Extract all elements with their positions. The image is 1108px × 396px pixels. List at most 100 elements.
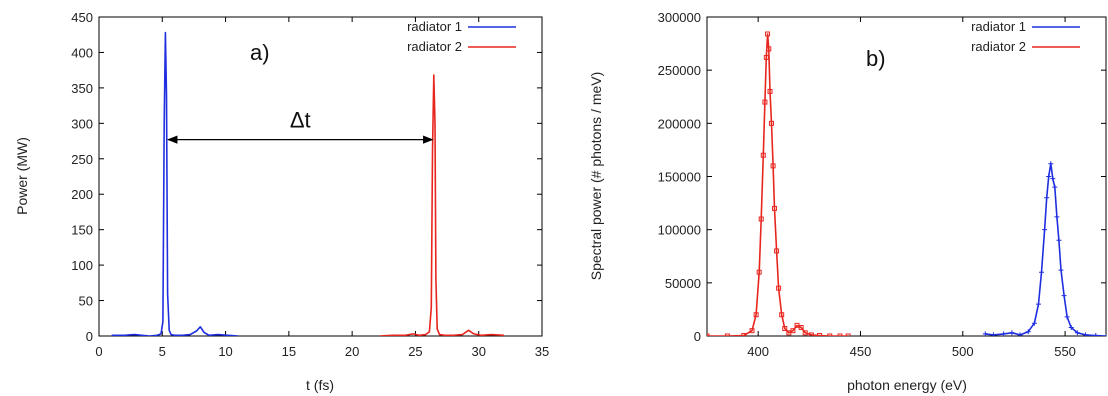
panel-a-legend-label-2: radiator 2: [407, 39, 462, 54]
panel-b-series-2-point: [782, 326, 788, 332]
panel-b-series-1-point: [1009, 330, 1015, 336]
panel-a-plot-frame: [98, 16, 543, 337]
panel-a-xtick-label: 30: [471, 344, 485, 359]
panel-b-series-1-point: [1056, 237, 1062, 243]
panel-b-xtick-label: 550: [1054, 344, 1076, 359]
panel-b-ytick-label: 300000: [658, 10, 701, 25]
panel-b-series-1-point: [1025, 329, 1031, 335]
panel-a-ytick-label: 100: [71, 258, 93, 273]
panel-b-series-1-point: [1001, 331, 1007, 336]
panel-b-series-2-point: [817, 332, 823, 336]
panel-a-ylabel: Power (MW): [14, 137, 30, 215]
panel-b-series-2-point: [774, 248, 780, 254]
panel-b-series-2-point: [808, 332, 814, 336]
panel-b-series-2-point: [802, 330, 808, 336]
panel-b-xtick-label: 450: [850, 344, 872, 359]
panel-b-series-1-point: [1044, 195, 1050, 201]
panel-a-series: [111, 31, 505, 336]
panel-b-series-2-point: [741, 332, 747, 336]
panel-b-series-2-point: [827, 333, 833, 336]
panel-b-series-1-point: [1058, 267, 1064, 273]
panel-b-series-1-point: [1042, 227, 1048, 233]
panel-a-xtick-label: 35: [535, 344, 549, 359]
panel-b-series-2-point: [768, 120, 774, 126]
panel-b-series-1-point: [1064, 314, 1070, 320]
panel-b-series-1-line: [985, 162, 1106, 336]
panel-b-series-2-point: [758, 216, 764, 222]
panel-a-ytick-label: 300: [71, 116, 93, 131]
panel-b-series-1-point: [1035, 301, 1041, 307]
panel-a-ytick-label: 250: [71, 152, 93, 167]
panel-a-xtick-label: 5: [159, 344, 166, 359]
panel-a-ytick-label: 0: [86, 329, 93, 344]
panel-b-series-1-point: [1017, 332, 1023, 336]
panel-a-ytick-label: 450: [71, 10, 93, 25]
panel-b-xlabel: photon energy (eV): [847, 377, 967, 393]
panel-b-series-1-point: [1103, 333, 1106, 336]
panel-b-ytick-label: 100000: [658, 223, 701, 238]
panel-b-ytick-label: 250000: [658, 63, 701, 78]
panel-a-xtick-label: 20: [345, 344, 359, 359]
panel-a-series-1-line: [111, 31, 239, 336]
panel-a-xtick-label: 25: [408, 344, 422, 359]
panel-a-series-2-line: [379, 74, 505, 336]
panel-b-label: b): [866, 46, 886, 71]
panel-b-series-2-point: [779, 312, 785, 318]
panel-a-legend: radiator 1 radiator 2: [407, 19, 516, 54]
panel-b-series-1-point: [1074, 330, 1080, 336]
panel-b-ticks: 400 450 500 550 0 50000 100000 150000 200000 2500…: [658, 10, 1106, 359]
panel-b-series-2-point: [837, 333, 843, 336]
panel-a-xlabel: t (fs): [306, 377, 334, 393]
panel-b-series-1-point: [1068, 324, 1074, 330]
panel-b-series-2-point: [753, 312, 759, 318]
panel-b-series-2-point: [724, 333, 730, 336]
panel-b-series-1-point: [1093, 332, 1099, 336]
panel-b-legend-label-2: radiator 2: [971, 39, 1026, 54]
panel-b-series-1-point: [1052, 184, 1058, 190]
panel-a-ytick-label: 50: [79, 294, 93, 309]
panel-b-series-1-point: [982, 331, 988, 336]
panel-b-xtick-label: 500: [952, 344, 974, 359]
panel-b-series-2-point: [776, 285, 782, 291]
panel-a-ticks: 0 5 10 15 20 25 30 3505010015020025030035040045…: [71, 10, 549, 359]
panel-a-xtick-label: 0: [95, 344, 102, 359]
panel-a: 0 5 10 15 20 25 30 3505010015020025030035040045…: [14, 10, 549, 393]
panel-b-series-2-line: [707, 33, 849, 336]
panel-b-ytick-label: 200000: [658, 116, 701, 131]
panel-b-series-1-point: [1054, 214, 1060, 220]
panel-b-series-2-point: [749, 328, 755, 334]
panel-b-series-1-point: [1048, 161, 1054, 167]
panel-b-series-2-point: [767, 88, 773, 94]
panel-a-ytick-label: 150: [71, 223, 93, 238]
panel-b-series-2-point: [770, 163, 776, 169]
panel-b-series-2-point: [790, 328, 796, 334]
delta-t-label: Δt: [290, 108, 311, 133]
panel-a-legend-label-1: radiator 1: [407, 19, 462, 34]
panel-b-series-2-point: [763, 54, 769, 60]
panel-b-series-1-point: [1039, 269, 1045, 275]
panel-a-xtick-label: 10: [218, 344, 232, 359]
panel-a-ytick-label: 400: [71, 45, 93, 60]
panel-b-series-2-point: [766, 46, 772, 52]
panel-b-ylabel: Spectral power (# photons / meV): [588, 72, 604, 281]
panel-b-series-2-point: [765, 31, 771, 37]
panel-b-series-1-point: [990, 332, 996, 336]
panel-a-xtick-label: 15: [282, 344, 296, 359]
panel-b-series: [707, 31, 1106, 336]
panel-b-ytick-label: 150000: [658, 170, 701, 185]
panel-b-series-1-point: [1046, 174, 1052, 179]
panel-b-series-2-point: [772, 205, 778, 211]
panel-b-series-1-point: [1061, 293, 1067, 299]
panel-b-legend: radiator 1 radiator 2: [971, 19, 1080, 54]
panel-b-ytick-label: 50000: [665, 276, 701, 291]
panel-b-series-2-point: [845, 333, 851, 336]
panel-b-series-1-point: [1050, 176, 1056, 182]
panel-a-label: a): [250, 40, 270, 65]
panel-b-series-2-point: [762, 99, 768, 105]
panel-b-legend-label-1: radiator 1: [971, 19, 1026, 34]
panel-b-series-2-point: [756, 269, 762, 275]
panel-b: 400 450 500 550 0 50000 100000 150000 200000 2500…: [588, 10, 1107, 393]
panel-b-series-2-point: [760, 152, 766, 158]
panel-a-ytick-label: 200: [71, 187, 93, 202]
